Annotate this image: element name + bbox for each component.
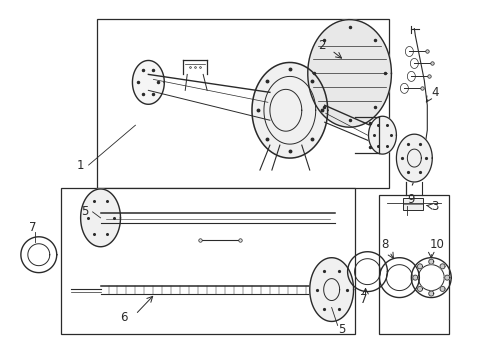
Text: 2: 2 [317,39,325,52]
Polygon shape [439,287,444,291]
Polygon shape [307,20,390,127]
Polygon shape [412,275,417,280]
Text: 5: 5 [81,205,88,219]
Polygon shape [132,60,164,104]
Text: 8: 8 [381,238,388,251]
Text: 7: 7 [359,293,366,306]
Polygon shape [251,63,327,158]
Bar [379,195,448,334]
Polygon shape [428,291,433,296]
Text: 6: 6 [120,311,128,324]
Bar [403,198,423,210]
Text: 4: 4 [430,86,438,99]
Bar [61,188,354,334]
Text: 3: 3 [430,201,438,213]
Polygon shape [368,116,396,154]
Polygon shape [309,258,353,321]
Polygon shape [444,275,449,280]
Polygon shape [417,287,422,291]
Polygon shape [428,259,433,264]
Text: 1: 1 [77,158,84,172]
Polygon shape [396,134,431,182]
Text: 10: 10 [428,238,443,251]
Polygon shape [439,264,444,269]
Bar [96,19,388,188]
Polygon shape [417,264,422,269]
Polygon shape [81,189,120,247]
Text: 9: 9 [407,193,414,206]
Text: 5: 5 [337,323,345,336]
Text: 7: 7 [29,221,36,234]
